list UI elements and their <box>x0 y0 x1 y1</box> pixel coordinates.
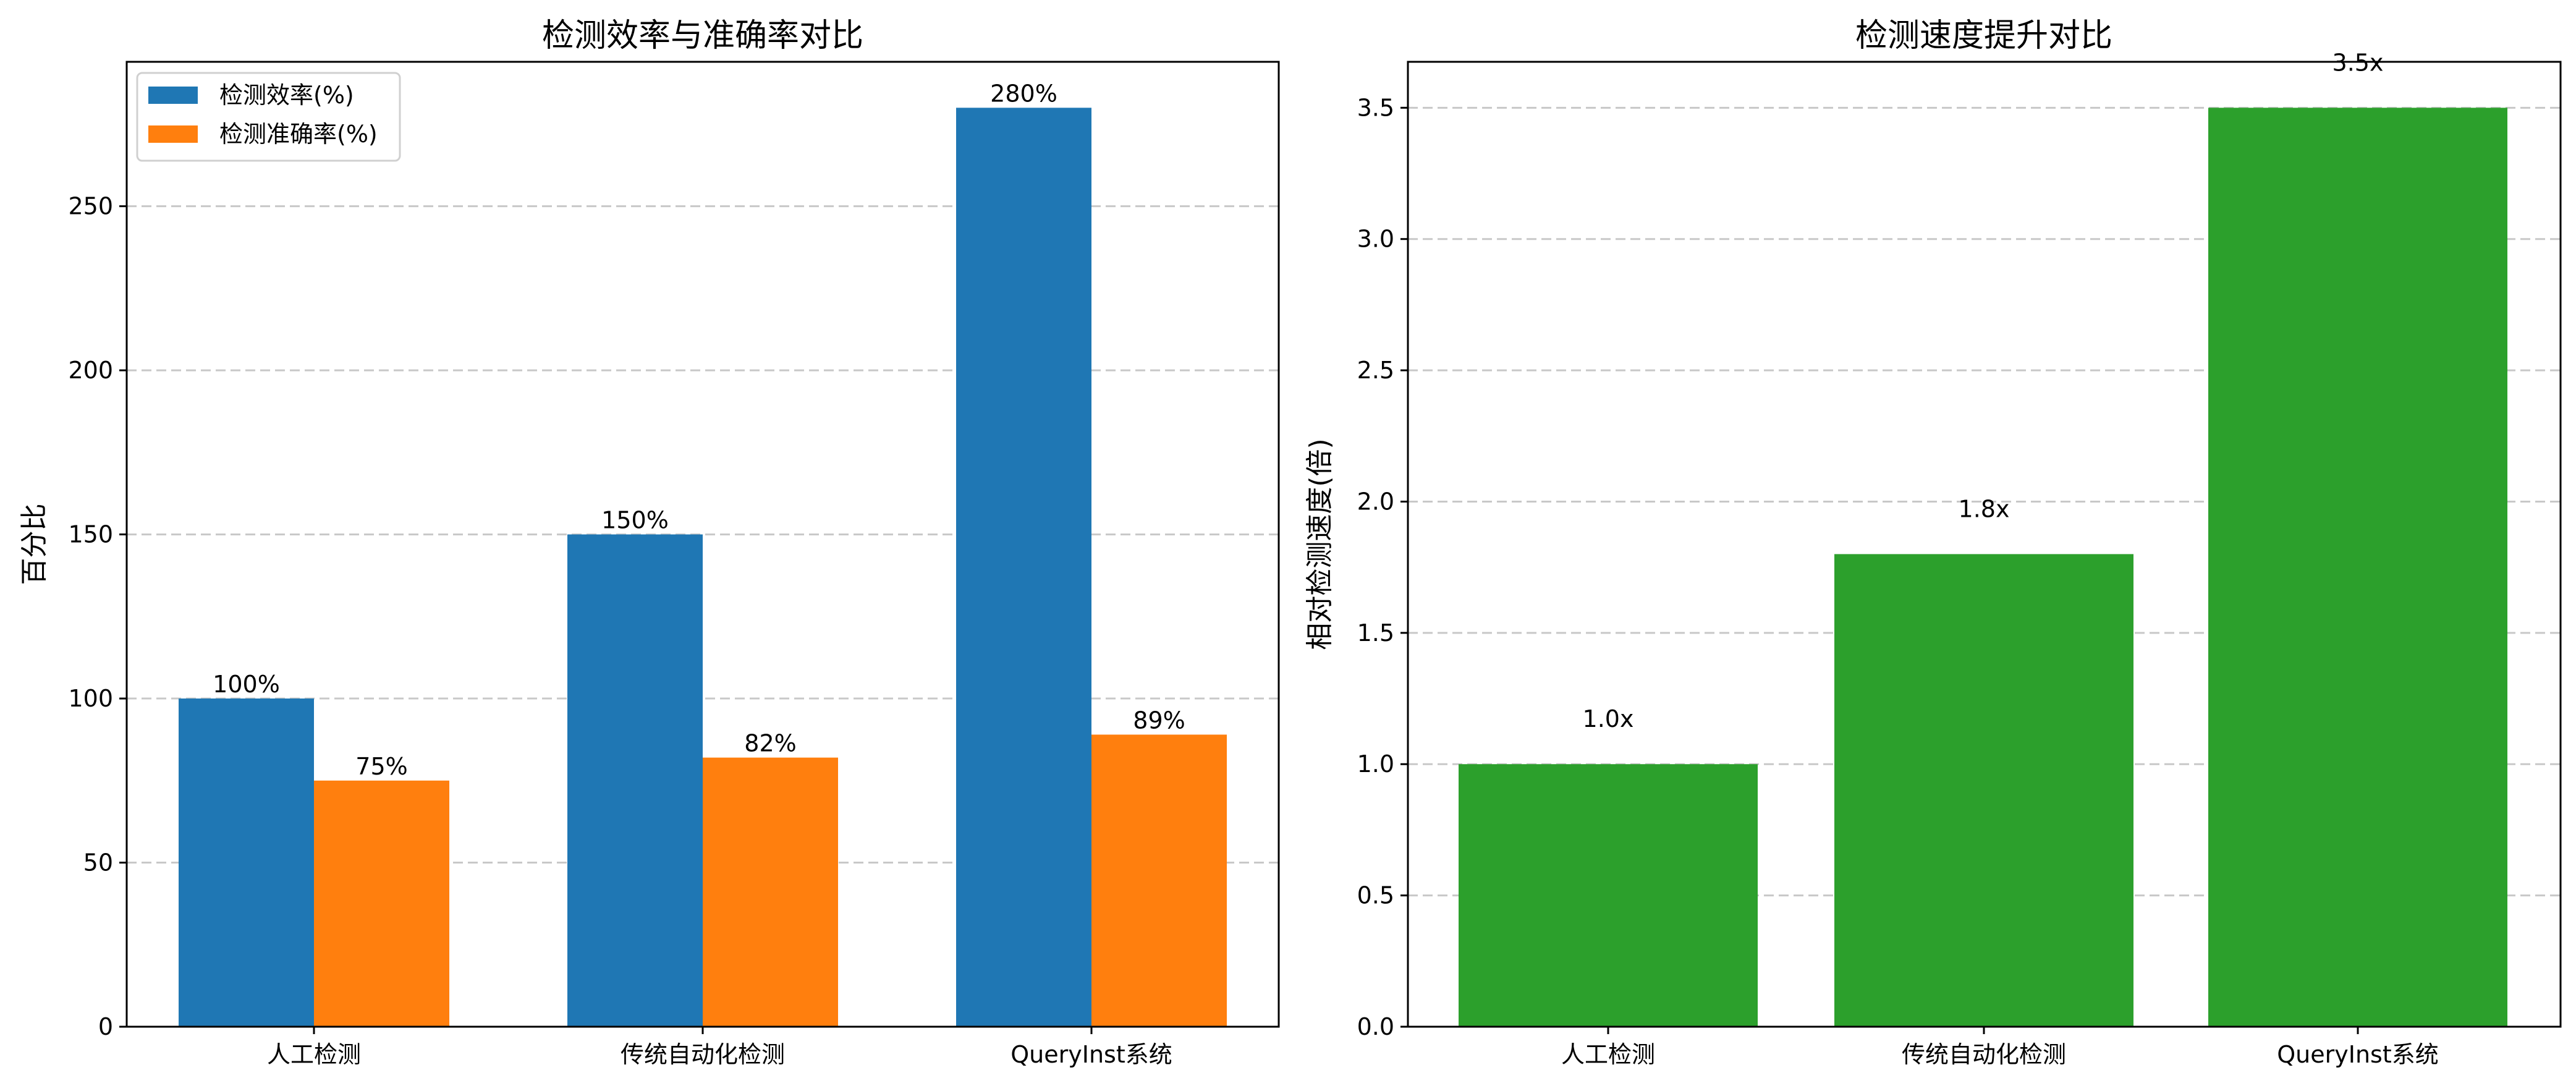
chart-title: 检测速度提升对比 <box>1855 17 2112 54</box>
legend: 检测效率(%) 检测准确率(%) <box>136 72 401 162</box>
y-tick-label: 1.0 <box>1357 750 1394 778</box>
legend-swatch <box>148 87 198 104</box>
y-axis-label: 相对检测速度(倍) <box>1304 438 1336 650</box>
y-axis-label: 百分比 <box>19 504 50 585</box>
bar-2-1 <box>314 780 449 1027</box>
y-tick-label: 100 <box>68 685 113 712</box>
y-tick-label: 2.5 <box>1357 357 1394 384</box>
bar-2-2 <box>703 757 838 1027</box>
data-label: 82% <box>744 730 796 757</box>
data-label: 1.8x <box>1959 495 2010 522</box>
x-tick-label: 人工检测 <box>1561 1041 1655 1068</box>
bar-1-2 <box>567 534 703 1027</box>
bar-1-3 <box>956 108 1091 1027</box>
y-tick-label: 1.5 <box>1357 619 1394 647</box>
y-tick-label: 200 <box>68 357 113 384</box>
legend-label: 检测准确率(%) <box>219 121 378 148</box>
bar-2-3 <box>1091 734 1227 1027</box>
x-tick-label: 传统自动化检测 <box>1902 1041 2066 1068</box>
bar-1-3 <box>2208 108 2507 1027</box>
data-label: 280% <box>990 80 1057 107</box>
x-tick-label: QueryInst系统 <box>1010 1041 1172 1068</box>
data-label: 89% <box>1133 707 1185 734</box>
legend-box <box>136 72 401 162</box>
y-tick-label: 3.0 <box>1357 226 1394 253</box>
data-label: 1.0x <box>1583 705 1634 732</box>
y-tick-label: 3.5 <box>1357 94 1394 121</box>
x-tick-label: QueryInst系统 <box>2277 1041 2438 1068</box>
legend-label: 检测效率(%) <box>219 82 354 109</box>
y-tick-label: 250 <box>68 193 113 220</box>
chart-1: 100% 150% 280% 75% 82% 89% 0 50 100 150 200 250 人工检测… <box>19 17 1280 1068</box>
bar-1-1 <box>179 698 314 1027</box>
bar-1-2 <box>1834 554 2133 1027</box>
legend-swatch <box>148 125 198 143</box>
y-tick-label: 0.0 <box>1357 1013 1394 1040</box>
data-label: 150% <box>601 507 669 534</box>
x-tick-label: 传统自动化检测 <box>621 1041 785 1068</box>
data-label: 100% <box>213 671 280 698</box>
data-label: 75% <box>355 753 407 780</box>
chart-2: 1.0x1.8x3.5x0.00.51.01.52.02.53.03.5人工检测… <box>1304 17 2562 1068</box>
y-tick-label: 0 <box>98 1013 113 1040</box>
y-tick-label: 50 <box>83 849 113 877</box>
chart-title: 检测效率与准确率对比 <box>542 17 863 54</box>
y-tick-label: 150 <box>68 521 113 548</box>
bar-1-1 <box>1459 764 1758 1027</box>
x-tick-label: 人工检测 <box>267 1041 361 1068</box>
y-tick-label: 2.0 <box>1357 488 1394 515</box>
y-tick-label: 0.5 <box>1357 882 1394 909</box>
